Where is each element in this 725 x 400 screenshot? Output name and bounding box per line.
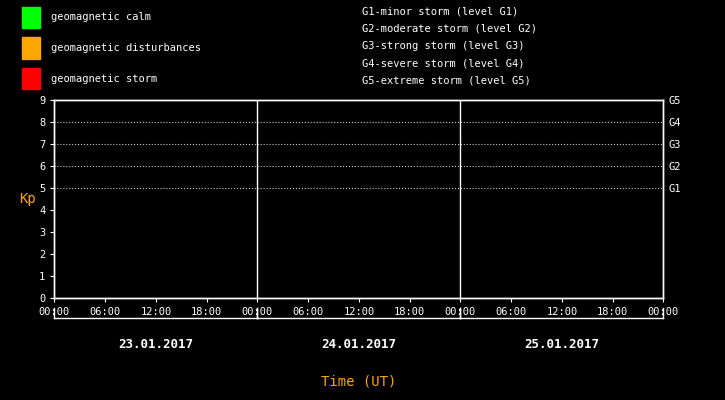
Text: 25.01.2017: 25.01.2017 xyxy=(524,338,600,351)
Text: geomagnetic calm: geomagnetic calm xyxy=(51,12,151,22)
Text: geomagnetic disturbances: geomagnetic disturbances xyxy=(51,43,201,53)
Text: G3-strong storm (level G3): G3-strong storm (level G3) xyxy=(362,41,525,51)
Text: 24.01.2017: 24.01.2017 xyxy=(321,338,397,351)
Text: geomagnetic storm: geomagnetic storm xyxy=(51,74,157,84)
Text: G1-minor storm (level G1): G1-minor storm (level G1) xyxy=(362,6,519,16)
Text: G2-moderate storm (level G2): G2-moderate storm (level G2) xyxy=(362,24,537,34)
FancyBboxPatch shape xyxy=(22,7,40,28)
FancyBboxPatch shape xyxy=(22,68,40,89)
Y-axis label: Kp: Kp xyxy=(20,192,36,206)
Text: Time (UT): Time (UT) xyxy=(321,374,397,388)
Text: G4-severe storm (level G4): G4-severe storm (level G4) xyxy=(362,58,525,68)
Text: 23.01.2017: 23.01.2017 xyxy=(118,338,194,351)
Text: G5-extreme storm (level G5): G5-extreme storm (level G5) xyxy=(362,76,531,86)
FancyBboxPatch shape xyxy=(22,38,40,58)
